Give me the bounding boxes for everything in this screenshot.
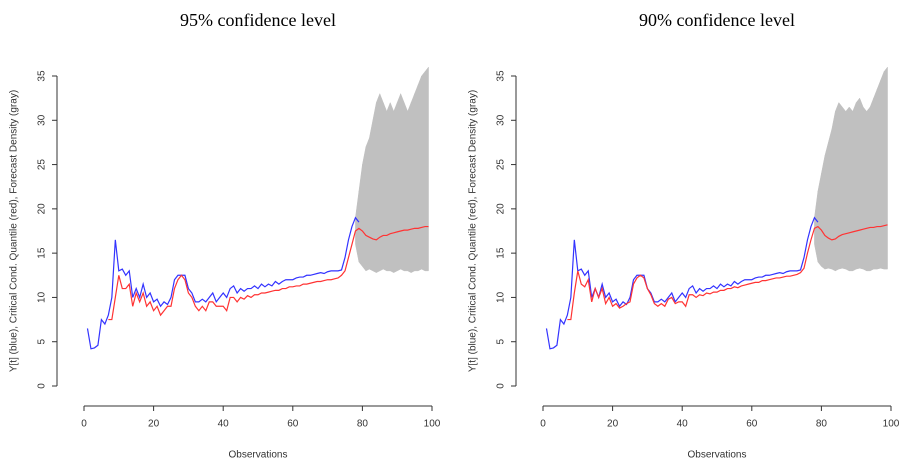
y-tick-label: 0 bbox=[496, 383, 507, 389]
x-axis-label: Observations bbox=[229, 450, 288, 461]
y-tick-label: 30 bbox=[37, 114, 48, 126]
forecast-band bbox=[369, 120, 374, 272]
x-axis-label: Observations bbox=[688, 450, 747, 461]
x-tick-label: 40 bbox=[218, 419, 230, 430]
forecast-band bbox=[396, 93, 401, 272]
x-tick-label: 100 bbox=[883, 419, 900, 430]
x-tick-label: 60 bbox=[287, 419, 299, 430]
series-line bbox=[545, 216, 819, 350]
series-line bbox=[108, 225, 429, 321]
y-tick-label: 35 bbox=[496, 70, 507, 82]
y-tick-label: 35 bbox=[37, 70, 48, 82]
forecast-band bbox=[407, 102, 412, 274]
x-tick-label: 60 bbox=[746, 419, 758, 430]
y-tick-label: 0 bbox=[37, 383, 48, 389]
chart-title: 90% confidence level bbox=[639, 10, 795, 30]
forecast-band bbox=[386, 102, 391, 272]
y-tick-label: 15 bbox=[496, 247, 507, 259]
forecast-band bbox=[383, 102, 388, 272]
x-tick-label: 100 bbox=[424, 419, 441, 430]
forecast-band bbox=[855, 97, 860, 270]
forecast-band bbox=[403, 102, 408, 272]
forecast-band bbox=[421, 70, 426, 272]
forecast-band bbox=[828, 129, 833, 270]
forecast-band bbox=[424, 66, 429, 272]
y-tick-label: 5 bbox=[37, 338, 48, 344]
y-tick-label: 10 bbox=[496, 291, 507, 303]
forecast-band bbox=[848, 106, 853, 272]
forecast-band bbox=[355, 191, 360, 263]
forecast-band bbox=[817, 173, 822, 268]
x-tick-label: 20 bbox=[148, 419, 160, 430]
forecast-band bbox=[852, 102, 857, 272]
y-tick-label: 30 bbox=[496, 114, 507, 126]
forecast-band bbox=[372, 102, 377, 274]
forecast-band bbox=[859, 98, 864, 270]
forecast-band bbox=[389, 102, 394, 274]
y-tick-label: 20 bbox=[37, 203, 48, 215]
forecast-band bbox=[845, 106, 850, 272]
x-tick-label: 0 bbox=[540, 419, 546, 430]
forecast-band bbox=[873, 89, 878, 270]
forecast-band bbox=[417, 75, 422, 272]
series-line bbox=[86, 216, 360, 350]
forecast-band bbox=[824, 142, 829, 270]
x-tick-label: 40 bbox=[677, 419, 689, 430]
forecast-band bbox=[410, 93, 415, 274]
forecast-band bbox=[414, 84, 419, 272]
forecast-band bbox=[821, 155, 826, 270]
forecast-band bbox=[365, 137, 370, 272]
series-line bbox=[567, 224, 888, 321]
forecast-band bbox=[835, 102, 840, 272]
y-tick-label: 25 bbox=[496, 159, 507, 171]
forecast-band bbox=[842, 106, 847, 270]
y-tick-label: 10 bbox=[37, 291, 48, 303]
forecast-band bbox=[393, 102, 398, 274]
y-axis-label: Y[t] (blue), Critical Cond. Quantile (re… bbox=[468, 90, 479, 372]
forecast-band bbox=[880, 71, 885, 270]
x-tick-label: 80 bbox=[357, 419, 369, 430]
forecast-band bbox=[362, 146, 367, 272]
y-tick-label: 5 bbox=[496, 338, 507, 344]
y-tick-label: 20 bbox=[496, 203, 507, 215]
forecast-band bbox=[883, 66, 888, 270]
forecast-band bbox=[866, 106, 871, 272]
forecast-band bbox=[876, 80, 881, 270]
forecast-band bbox=[831, 111, 836, 272]
forecast-band bbox=[869, 98, 874, 272]
forecast-band bbox=[400, 93, 405, 272]
chart-title: 95% confidence level bbox=[180, 10, 336, 30]
x-tick-label: 20 bbox=[607, 419, 619, 430]
forecast-band bbox=[358, 164, 363, 268]
forecast-band bbox=[838, 101, 843, 270]
x-tick-label: 0 bbox=[81, 419, 87, 430]
forecast-band bbox=[376, 93, 381, 274]
y-tick-label: 15 bbox=[37, 247, 48, 259]
x-tick-label: 80 bbox=[816, 419, 828, 430]
y-axis-label: Y[t] (blue), Critical Cond. Quantile (re… bbox=[9, 90, 20, 372]
forecast-band bbox=[862, 106, 867, 272]
forecast-band bbox=[379, 93, 384, 272]
y-tick-label: 25 bbox=[37, 159, 48, 171]
